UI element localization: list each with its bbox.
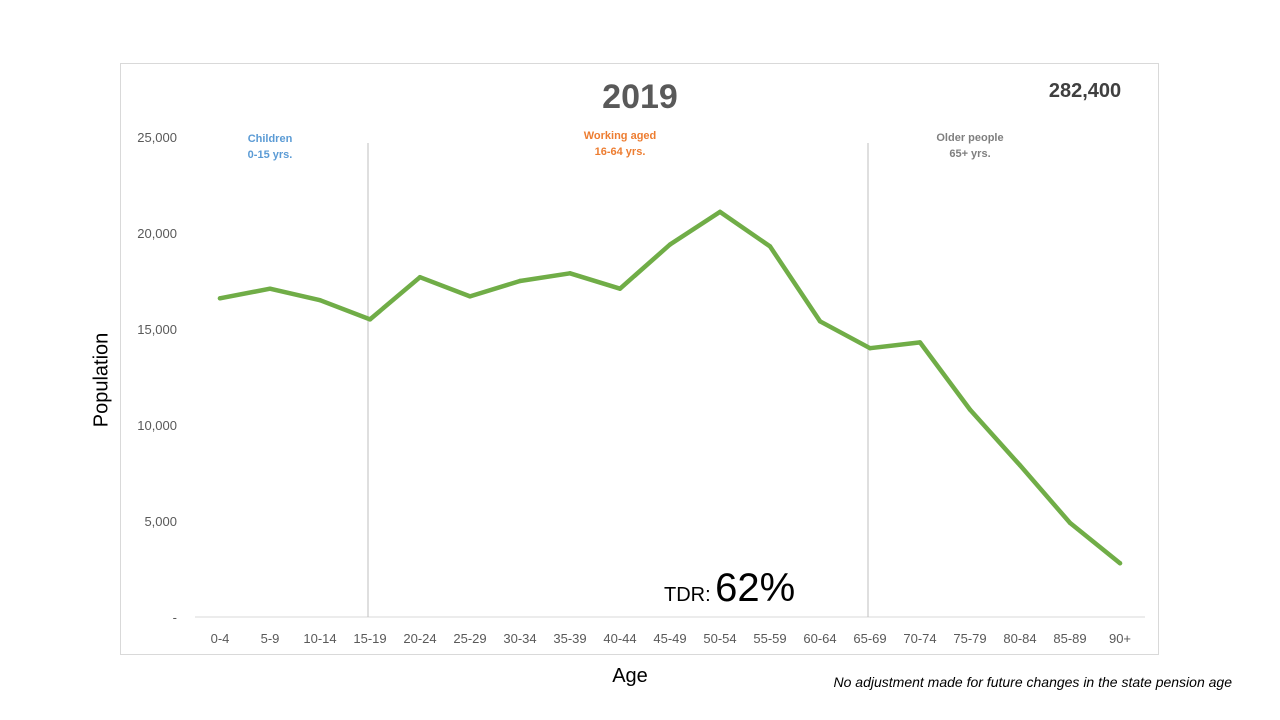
data-point: [1117, 561, 1123, 566]
data-point: [967, 407, 973, 412]
y-tick-label: 10,000: [137, 418, 177, 433]
y-tick-label: 5,000: [144, 514, 177, 529]
data-point: [917, 340, 923, 345]
data-point: [567, 271, 573, 276]
data-point: [817, 319, 823, 324]
x-tick-label: 60-64: [803, 631, 836, 646]
region-children-name: Children: [247, 133, 293, 145]
population-line: [217, 209, 1123, 566]
data-point: [1067, 520, 1073, 526]
data-point: [317, 298, 323, 303]
x-tick-label: 20-24: [403, 631, 436, 646]
x-tick-label: 90+: [1109, 631, 1131, 646]
region-working-name: Working aged: [583, 130, 657, 142]
tdr-indicator: TDR: 62%: [664, 566, 795, 611]
total-population-label: 282,400: [1048, 80, 1122, 102]
data-point: [667, 242, 673, 247]
data-point: [867, 346, 873, 351]
data-point: [717, 209, 723, 215]
x-tick-label: 25-29: [453, 631, 486, 646]
x-tick-label: 30-34: [503, 631, 536, 646]
tdr-value: 62%: [715, 566, 796, 610]
data-point: [617, 286, 623, 291]
x-tick-label: 50-54: [703, 631, 736, 646]
x-tick-label: 75-79: [953, 631, 986, 646]
data-point: [517, 278, 523, 284]
y-tick-label: 15,000: [137, 322, 177, 337]
data-point: [1017, 463, 1023, 468]
footnote: No adjustment made for future changes in…: [833, 674, 1232, 690]
y-tick-label: 20,000: [137, 226, 177, 241]
x-tick-label: 5-9: [261, 631, 280, 646]
data-point: [417, 274, 423, 280]
data-point: [767, 244, 773, 249]
x-tick-label: 35-39: [553, 631, 586, 646]
x-tick-label: 55-59: [753, 631, 786, 646]
region-children-range: 0-15 yrs.: [247, 149, 293, 161]
region-label-children: Children 0-15 yrs.: [200, 131, 340, 163]
x-tick-label: 85-89: [1053, 631, 1086, 646]
y-tick-label: 25,000: [137, 130, 177, 145]
y-axis-label: Population: [90, 332, 113, 428]
region-working-range: 16-64 yrs.: [594, 146, 646, 158]
x-tick-label: 80-84: [1003, 631, 1036, 646]
tdr-label: TDR:: [664, 584, 711, 606]
x-tick-label: 65-69: [853, 631, 886, 646]
region-older-range: 65+ yrs.: [949, 148, 991, 160]
data-point: [267, 286, 273, 291]
region-older-name: Older people: [936, 132, 1004, 144]
data-point: [367, 317, 373, 322]
x-tick-label: 40-44: [603, 631, 636, 646]
chart-title: 2019: [602, 78, 678, 116]
x-tick-label: 70-74: [903, 631, 936, 646]
x-tick-label: 10-14: [303, 631, 336, 646]
x-axis-label: Age: [612, 665, 648, 687]
x-tick-label: 0-4: [211, 631, 230, 646]
region-label-working-aged: Working aged 16-64 yrs.: [550, 128, 690, 160]
data-point: [217, 296, 223, 301]
chart-frame: [120, 63, 1159, 655]
x-tick-label: 45-49: [653, 631, 686, 646]
region-label-older-people: Older people 65+ yrs.: [900, 130, 1040, 162]
data-point: [467, 294, 473, 299]
x-tick-label: 15-19: [353, 631, 386, 646]
y-tick-label: -: [173, 610, 177, 625]
